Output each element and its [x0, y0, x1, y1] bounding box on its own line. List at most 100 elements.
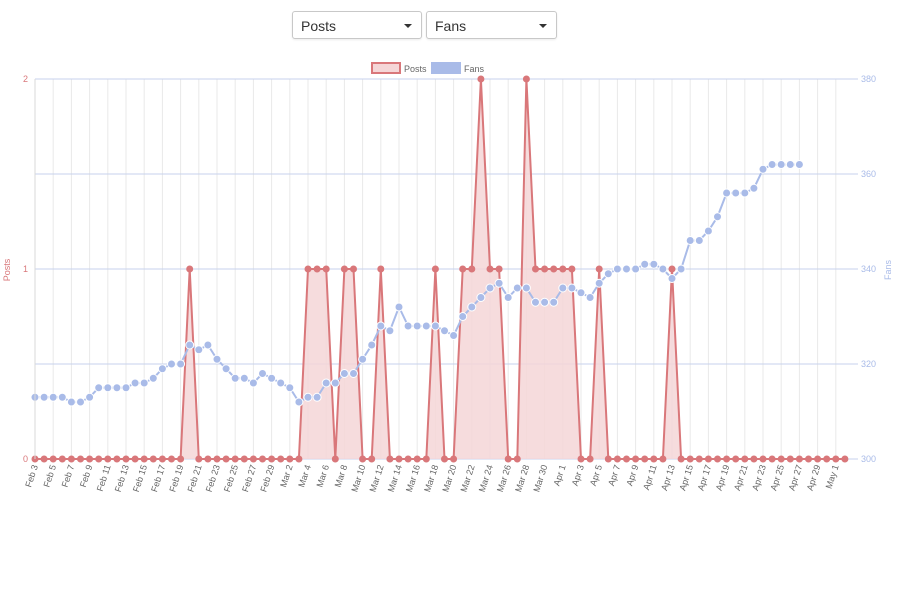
- posts-point[interactable]: [386, 455, 394, 463]
- posts-point[interactable]: [550, 265, 558, 273]
- posts-point[interactable]: [595, 265, 603, 273]
- posts-point[interactable]: [177, 455, 185, 463]
- posts-point[interactable]: [168, 455, 175, 463]
- posts-point[interactable]: [641, 455, 649, 463]
- posts-point[interactable]: [732, 455, 740, 463]
- posts-point[interactable]: [404, 455, 412, 463]
- fans-point[interactable]: [694, 236, 704, 245]
- fans-point[interactable]: [66, 397, 76, 407]
- posts-point[interactable]: [131, 455, 139, 463]
- posts-point[interactable]: [249, 455, 257, 463]
- fans-point[interactable]: [358, 354, 368, 364]
- posts-point[interactable]: [686, 455, 694, 463]
- fans-point[interactable]: [403, 321, 413, 331]
- fans-point[interactable]: [194, 345, 204, 355]
- fans-point[interactable]: [776, 160, 786, 169]
- fans-point[interactable]: [676, 264, 686, 274]
- fans-point[interactable]: [585, 293, 595, 302]
- posts-point[interactable]: [668, 265, 676, 273]
- fans-point[interactable]: [703, 226, 713, 236]
- posts-point[interactable]: [723, 455, 731, 463]
- fans-point[interactable]: [531, 297, 540, 307]
- posts-point[interactable]: [286, 455, 294, 463]
- posts-point[interactable]: [104, 455, 112, 463]
- fans-point[interactable]: [740, 188, 750, 198]
- posts-point[interactable]: [240, 455, 248, 463]
- posts-point[interactable]: [768, 455, 776, 463]
- fans-point[interactable]: [248, 378, 258, 388]
- posts-point[interactable]: [577, 455, 585, 463]
- posts-point[interactable]: [805, 455, 812, 463]
- fans-point[interactable]: [203, 340, 213, 350]
- posts-point[interactable]: [604, 455, 612, 463]
- fans-point[interactable]: [157, 364, 167, 374]
- posts-point[interactable]: [750, 455, 758, 463]
- posts-point[interactable]: [186, 265, 194, 273]
- posts-point[interactable]: [541, 265, 549, 273]
- posts-point[interactable]: [422, 455, 430, 463]
- posts-point[interactable]: [350, 265, 357, 273]
- fans-point[interactable]: [785, 160, 795, 169]
- fans-point[interactable]: [121, 383, 131, 393]
- fans-point[interactable]: [212, 354, 222, 364]
- posts-metric-select[interactable]: Posts: [292, 11, 422, 39]
- fans-point[interactable]: [558, 283, 568, 293]
- posts-point[interactable]: [477, 75, 485, 83]
- posts-point[interactable]: [277, 455, 285, 463]
- posts-point[interactable]: [122, 455, 130, 463]
- posts-point[interactable]: [86, 455, 94, 463]
- posts-point[interactable]: [67, 455, 75, 463]
- posts-point[interactable]: [532, 265, 539, 273]
- posts-point[interactable]: [450, 455, 458, 463]
- fans-point[interactable]: [321, 378, 331, 388]
- posts-point[interactable]: [504, 455, 512, 463]
- fans-point[interactable]: [130, 378, 140, 388]
- posts-point[interactable]: [559, 265, 567, 273]
- posts-point[interactable]: [359, 455, 367, 463]
- fans-point[interactable]: [330, 378, 340, 388]
- fans-point[interactable]: [349, 369, 358, 378]
- fans-point[interactable]: [594, 278, 604, 288]
- fans-point[interactable]: [612, 264, 622, 274]
- fans-point[interactable]: [494, 278, 504, 288]
- posts-point[interactable]: [58, 455, 66, 463]
- fans-point[interactable]: [230, 373, 240, 383]
- fans-point[interactable]: [521, 283, 531, 293]
- posts-point[interactable]: [95, 455, 103, 463]
- fans-point[interactable]: [540, 297, 550, 307]
- fans-point[interactable]: [440, 326, 449, 336]
- fans-point[interactable]: [503, 293, 513, 302]
- fans-point[interactable]: [176, 359, 186, 369]
- fans-point[interactable]: [640, 259, 650, 269]
- fans-point[interactable]: [649, 259, 659, 269]
- fans-point[interactable]: [239, 373, 249, 383]
- posts-point[interactable]: [204, 455, 212, 463]
- fans-point[interactable]: [458, 312, 468, 321]
- posts-point[interactable]: [413, 455, 421, 463]
- fans-point[interactable]: [603, 269, 613, 279]
- fans-point[interactable]: [76, 397, 85, 407]
- posts-point[interactable]: [331, 455, 339, 463]
- fans-point[interactable]: [476, 293, 486, 302]
- fans-point[interactable]: [57, 392, 67, 402]
- fans-point[interactable]: [103, 383, 113, 393]
- fans-point[interactable]: [303, 392, 313, 402]
- fans-point[interactable]: [48, 392, 58, 402]
- fans-point[interactable]: [449, 331, 459, 340]
- fans-point[interactable]: [421, 321, 431, 331]
- posts-point[interactable]: [741, 455, 749, 463]
- fans-metric-select[interactable]: Fans: [426, 11, 557, 39]
- fans-point[interactable]: [376, 321, 386, 331]
- posts-point[interactable]: [777, 455, 785, 463]
- fans-point[interactable]: [148, 373, 158, 383]
- fans-point[interactable]: [185, 340, 195, 350]
- posts-point[interactable]: [222, 455, 230, 463]
- posts-point[interactable]: [632, 455, 640, 463]
- fans-point[interactable]: [631, 264, 641, 274]
- fans-point[interactable]: [622, 264, 631, 274]
- fans-point[interactable]: [385, 326, 395, 336]
- fans-point[interactable]: [39, 392, 49, 402]
- fans-point[interactable]: [667, 274, 677, 283]
- posts-point[interactable]: [841, 455, 849, 463]
- fans-point[interactable]: [685, 236, 695, 245]
